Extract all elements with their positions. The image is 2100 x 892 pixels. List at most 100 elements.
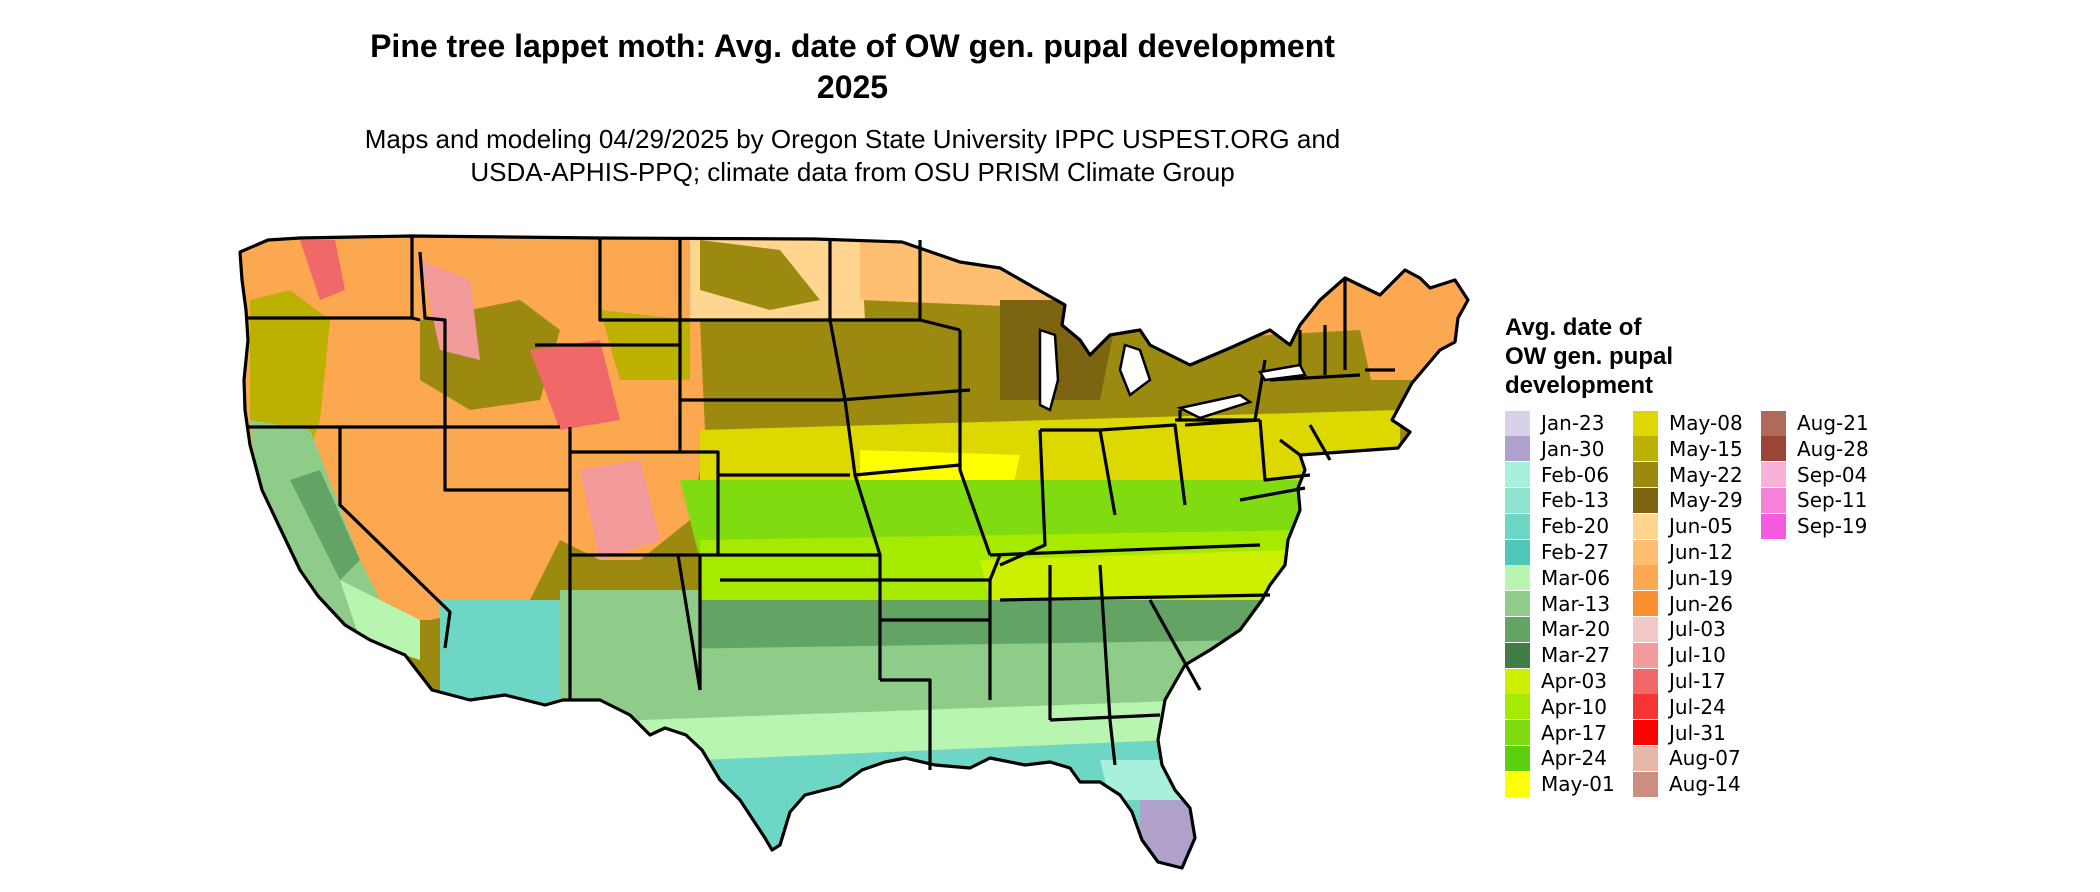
legend-label: May-01: [1541, 772, 1615, 797]
legend-swatch: [1505, 694, 1530, 720]
legend-label: Sep-04: [1797, 462, 1868, 487]
legend-item: Apr-24: [1505, 745, 1607, 771]
legend-swatch: [1505, 436, 1530, 462]
legend-label: Feb-06: [1541, 462, 1610, 487]
legend-swatch: [1505, 513, 1530, 539]
legend-item: Jun-12: [1633, 539, 1733, 565]
legend-item: Feb-13: [1505, 487, 1609, 513]
legend-label: May-15: [1669, 436, 1743, 461]
legend-item: Feb-20: [1505, 513, 1609, 539]
legend-item: Jul-03: [1633, 616, 1726, 642]
legend-swatch: [1505, 668, 1530, 694]
legend-label: Apr-24: [1541, 746, 1607, 771]
legend-label: Feb-27: [1541, 540, 1610, 564]
legend-item: Mar-13: [1505, 591, 1610, 617]
legend-label: Apr-03: [1541, 669, 1607, 693]
legend-label: Feb-13: [1541, 488, 1610, 513]
legend-title-line1: Avg. date of: [1505, 314, 1642, 341]
legend-item: Jun-05: [1633, 513, 1733, 539]
legend-swatch: [1633, 565, 1658, 591]
legend-label: Mar-27: [1541, 643, 1611, 668]
legend-item: Apr-10: [1505, 694, 1607, 720]
legend-label: Jul-10: [1669, 643, 1726, 668]
legend-swatch: [1633, 668, 1658, 694]
legend-swatch: [1505, 410, 1530, 436]
legend-swatch: [1505, 642, 1530, 668]
legend-swatch: [1633, 487, 1658, 513]
state-borders: [238, 234, 1470, 870]
legend-title-line2: OW gen. pupal: [1505, 343, 1673, 370]
legend-item: Jun-19: [1633, 565, 1733, 591]
legend-item: May-15: [1633, 436, 1743, 462]
map-subtitle-line2: USDA-APHIS-PPQ; climate data from OSU PR…: [470, 157, 1235, 187]
legend-swatch: [1505, 616, 1530, 642]
legend-swatch: [1761, 487, 1786, 513]
legend-title: Avg. date of OW gen. pupal development: [1505, 313, 1765, 400]
legend-label: Jul-24: [1669, 694, 1726, 719]
legend-swatch: [1633, 642, 1658, 668]
legend-item: Apr-17: [1505, 720, 1607, 746]
legend-item: May-29: [1633, 487, 1743, 513]
us-map: [238, 234, 1470, 870]
legend-swatch: [1633, 616, 1658, 642]
legend-label: Jul-31: [1669, 720, 1726, 745]
legend-swatch: [1505, 771, 1530, 797]
map-title-line2: 2025: [816, 69, 889, 105]
legend-label: Jun-12: [1669, 540, 1733, 564]
legend-item: May-01: [1505, 771, 1615, 797]
legend-swatch: [1633, 720, 1658, 746]
legend-item: Jan-30: [1505, 436, 1605, 462]
legend-item: Feb-06: [1505, 462, 1609, 488]
legend-swatch: [1761, 410, 1786, 436]
legend-label: Apr-17: [1541, 720, 1607, 745]
legend-swatch: [1505, 745, 1530, 771]
legend-label: Sep-19: [1797, 514, 1868, 539]
legend-label: May-29: [1669, 488, 1743, 513]
legend-label: Aug-07: [1669, 746, 1741, 771]
legend-swatch: [1633, 539, 1658, 565]
legend-swatch: [1505, 720, 1530, 746]
legend-item: Sep-04: [1761, 462, 1867, 488]
legend-item: Jul-10: [1633, 642, 1726, 668]
legend-label: May-22: [1669, 462, 1743, 487]
legend-label: Sep-11: [1797, 488, 1868, 513]
legend-label: Mar-13: [1541, 591, 1611, 616]
legend-label: Jul-03: [1669, 617, 1726, 642]
map-title-line1: Pine tree lappet moth: Avg. date of OW g…: [370, 28, 1335, 64]
legend-swatch: [1633, 591, 1658, 617]
legend-item: Sep-19: [1761, 513, 1867, 539]
legend-title-line3: development: [1505, 372, 1654, 399]
legend-swatch: [1633, 745, 1658, 771]
legend-label: Aug-21: [1797, 411, 1869, 435]
map-subtitle-line1: Maps and modeling 04/29/2025 by Oregon S…: [364, 124, 1341, 154]
legend-item: Jan-23: [1505, 410, 1605, 436]
legend-item: Aug-28: [1761, 436, 1869, 462]
legend-swatch: [1505, 539, 1530, 565]
legend-item: Jul-31: [1633, 720, 1726, 746]
great-lakes: [1038, 328, 1307, 420]
legend-item: May-08: [1633, 410, 1743, 436]
legend-label: Jan-30: [1541, 436, 1605, 461]
legend-label: Aug-28: [1797, 436, 1869, 461]
legend-label: Jun-19: [1669, 565, 1733, 590]
legend-label: Aug-14: [1669, 772, 1741, 797]
map-title: Pine tree lappet moth: Avg. date of OW g…: [300, 26, 1405, 108]
legend-swatch: [1633, 410, 1658, 436]
legend-swatch: [1633, 513, 1658, 539]
legend-item: Feb-27: [1505, 539, 1609, 565]
legend-label: Feb-20: [1541, 514, 1610, 539]
legend-swatch: [1761, 462, 1786, 488]
legend-swatch: [1633, 771, 1658, 797]
legend-item: Jul-24: [1633, 694, 1726, 720]
legend-item: Mar-06: [1505, 565, 1610, 591]
legend-label: Mar-06: [1541, 565, 1611, 590]
legend-swatch: [1761, 513, 1786, 539]
legend-item: Aug-14: [1633, 771, 1741, 797]
legend-label: May-08: [1669, 411, 1743, 435]
legend-item: May-22: [1633, 462, 1743, 488]
legend-label: Mar-20: [1541, 617, 1611, 642]
legend-label: Jan-23: [1541, 411, 1605, 435]
legend-swatch: [1633, 462, 1658, 488]
legend-swatch: [1505, 591, 1530, 617]
legend-swatch: [1633, 436, 1658, 462]
